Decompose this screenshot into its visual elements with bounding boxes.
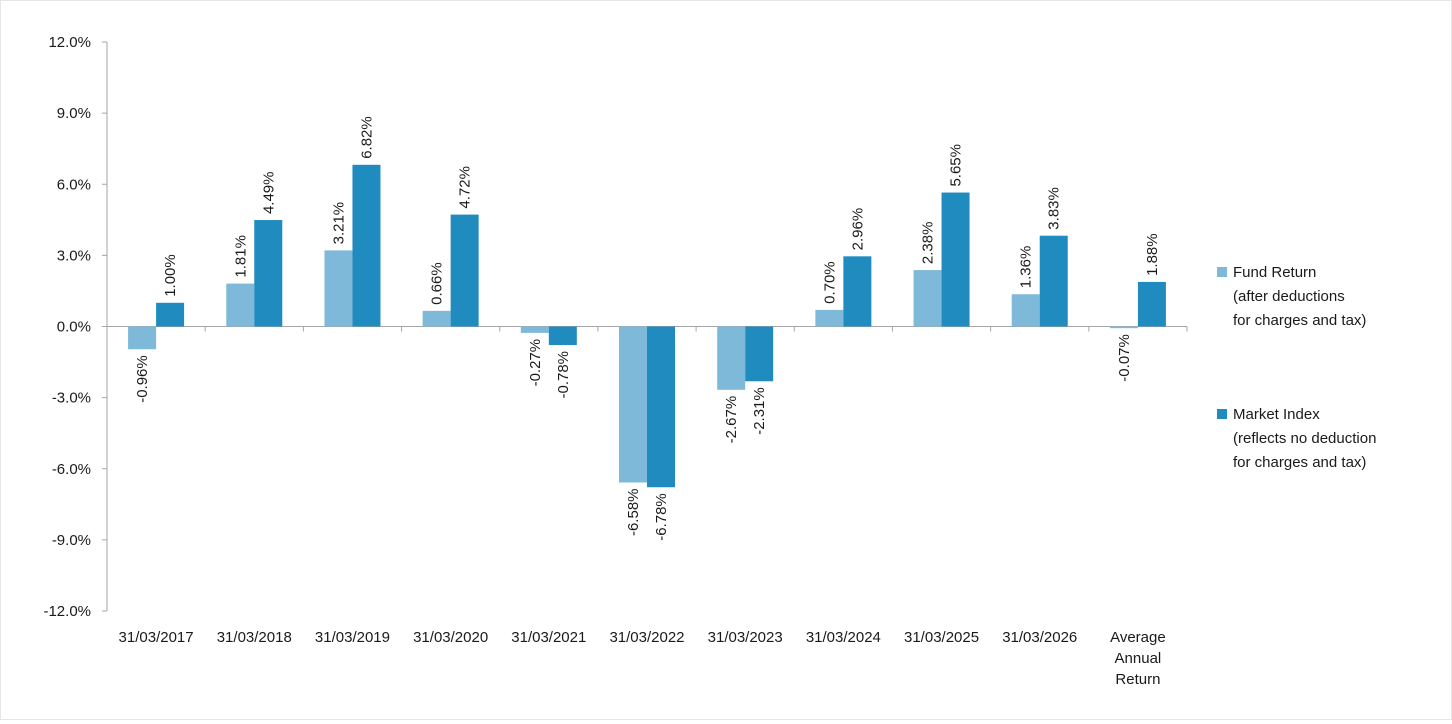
fund-return-data-label: -0.07% [1116,334,1133,382]
x-tick-label: 31/03/2023 [708,629,783,646]
x-tick-label: 31/03/2020 [413,629,488,646]
x-tick-label: 31/03/2017 [119,629,194,646]
fund-return-data-label: 0.66% [429,262,446,305]
x-tick-label: 31/03/2024 [806,629,881,646]
fund-return-data-label: 3.21% [330,202,347,245]
fund-return-data-label: 1.81% [232,235,249,278]
x-tick-label: Average Annual Return [1110,629,1166,688]
y-tick-label: 3.0% [57,247,91,264]
market-index-bar [549,327,577,345]
market-index-data-label: 4.72% [457,166,474,209]
y-tick-label: -6.0% [52,461,91,478]
market-index-data-label: 5.65% [948,144,965,187]
y-tick-label: 0.0% [57,319,91,336]
market-index-data-label: -0.78% [555,351,572,399]
fund-return-data-label: -2.67% [723,396,740,444]
market-index-bar [745,327,773,382]
x-tick-label: 31/03/2021 [511,629,586,646]
market-index-bar [942,193,970,327]
fund-return-bar [521,327,549,333]
fund-return-bar [1110,327,1138,329]
fund-return-data-label: -0.27% [527,339,544,387]
market-index-data-label: 6.82% [358,116,375,159]
y-tick-label: 12.0% [48,34,91,51]
market-index-bar [451,215,479,327]
fund-return-data-label: -6.58% [625,489,642,537]
market-index-bar [647,327,675,488]
market-index-data-label: 1.00% [162,254,179,297]
market-index-data-label: -6.78% [653,493,670,541]
market-index-data-label: 3.83% [1046,187,1063,230]
y-tick-label: 9.0% [57,105,91,122]
fund-return-bar [423,311,451,327]
y-tick-label: -3.0% [52,390,91,407]
fund-return-bar [815,310,843,327]
market-index-bar [843,256,871,326]
legend-market-index-swatch [1217,409,1227,419]
y-axis: 12.0% 9.0% 6.0% 3.0% 0.0% -3.0% -6.0% -9.0% -12.… [43,34,107,620]
fund-return-bar [324,250,352,326]
fund-return-data-label: 2.38% [920,222,937,265]
fund-return-data-label: 1.36% [1018,246,1035,289]
market-index-bar [254,220,282,326]
y-tick-label: -9.0% [52,532,91,549]
y-tick-label: -12.0% [43,603,91,620]
fund-return-bar [717,327,745,390]
x-tick-label: 31/03/2025 [904,629,979,646]
market-index-bar [1138,282,1166,327]
x-tick-label: 31/03/2026 [1002,629,1077,646]
market-index-data-label: 1.88% [1144,233,1161,276]
x-tick-label: 31/03/2022 [609,629,684,646]
fund-return-bar [226,284,254,327]
legend: Fund Return (after deductions for charges … [1217,264,1376,471]
fund-return-bar [128,327,156,350]
legend-market-index-label: Market Index (reflects no deduction for ch… [1233,406,1376,471]
fund-return-data-label: -0.96% [134,355,151,403]
market-index-data-label: -2.31% [751,387,768,435]
y-tick-label: 6.0% [57,176,91,193]
market-index-bar [352,165,380,327]
market-index-data-label: 4.49% [260,172,277,215]
fund-return-bar [1012,294,1040,326]
fund-return-data-label: 0.70% [821,261,838,304]
x-tick-label: 31/03/2019 [315,629,390,646]
fund-return-bar [914,270,942,326]
x-tick-label: 31/03/2018 [217,629,292,646]
market-index-bar [1040,236,1068,327]
market-index-bar [156,303,184,327]
fund-return-bar [619,327,647,483]
legend-fund-return-swatch [1217,267,1227,277]
market-index-data-label: 2.96% [849,208,866,251]
legend-fund-return-label: Fund Return (after deductions for charges … [1233,264,1366,329]
